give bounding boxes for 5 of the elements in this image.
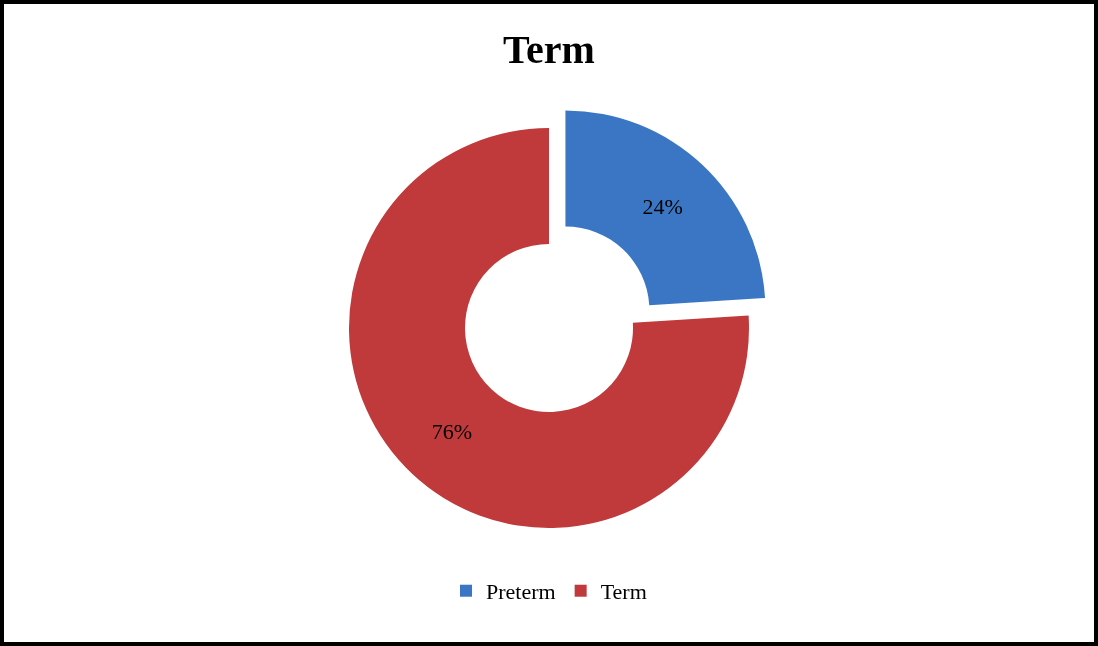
data-label: 24%	[642, 194, 683, 220]
data-label: 76%	[431, 419, 472, 445]
legend-label: Term	[600, 579, 647, 605]
chart-title: Term	[503, 26, 595, 72]
legend-label: Preterm	[486, 579, 556, 605]
